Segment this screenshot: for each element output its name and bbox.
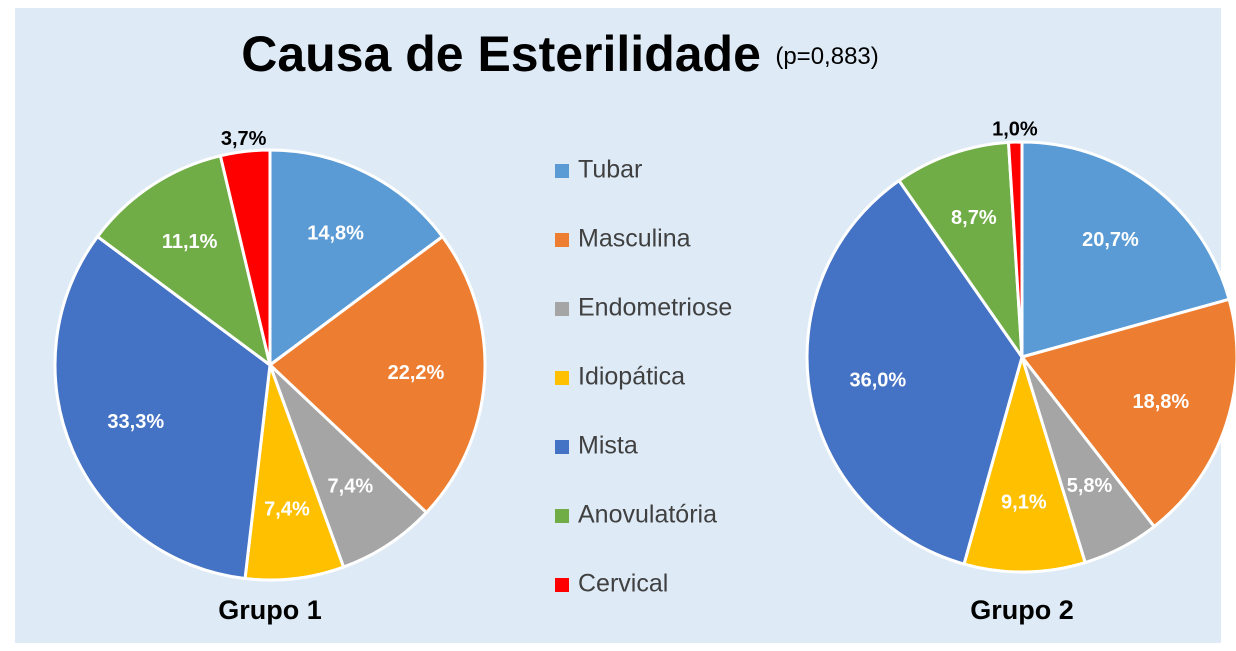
legend-label: Masculina	[578, 225, 691, 253]
pie-slice	[1019, 297, 1236, 529]
data-label: 3,7%	[221, 128, 267, 150]
legend-swatch	[555, 371, 569, 385]
legend-label: Endometriose	[578, 294, 732, 322]
data-label: 8,7%	[951, 207, 997, 229]
legend-swatch	[555, 440, 569, 454]
data-label: 18,8%	[1132, 391, 1189, 413]
data-label: 9,1%	[1001, 491, 1047, 513]
pie-slice	[95, 153, 273, 369]
data-label: 22,2%	[388, 362, 445, 384]
data-label: 7,4%	[264, 498, 310, 520]
pie-slice	[896, 140, 1024, 363]
chart-heading: Causa de Esterilidade (p=0,883)	[241, 26, 879, 82]
data-label: 7,4%	[328, 475, 374, 497]
pie-slice	[805, 178, 1024, 566]
data-label: 36,0%	[849, 370, 906, 392]
pie-slice	[268, 148, 445, 368]
legend-swatch	[555, 509, 569, 523]
legend-swatch	[555, 578, 569, 592]
pie-slice	[243, 364, 346, 582]
data-label: 14,8%	[307, 223, 364, 245]
chart-title: Causa de Esterilidade	[241, 26, 761, 82]
legend-label: Cervical	[578, 570, 668, 598]
pie-slice	[1020, 140, 1231, 359]
pie-slice	[53, 234, 272, 581]
pie-slice	[267, 234, 487, 515]
data-label: 5,8%	[1067, 475, 1113, 497]
data-label: 20,7%	[1082, 229, 1139, 251]
pie-slice	[962, 351, 1088, 574]
data-label: 11,1%	[162, 231, 218, 253]
data-label: 1,0%	[992, 118, 1038, 140]
legend-label: Anovulatória	[578, 501, 717, 529]
data-label: 33,3%	[107, 411, 164, 433]
pie-slice	[218, 148, 272, 366]
pie-slice	[1006, 140, 1024, 358]
chart-subtitle: (p=0,883)	[775, 43, 878, 70]
legend-swatch	[555, 302, 569, 316]
legend-swatch	[555, 164, 569, 178]
group-label: Grupo 2	[970, 595, 1074, 625]
legend-label: Tubar	[578, 156, 642, 184]
legend-swatch	[555, 233, 569, 247]
pie-slice	[268, 363, 429, 569]
group-label: Grupo 1	[218, 595, 322, 625]
legend-label: Mista	[578, 432, 638, 460]
legend-label: Idiopática	[578, 363, 685, 391]
